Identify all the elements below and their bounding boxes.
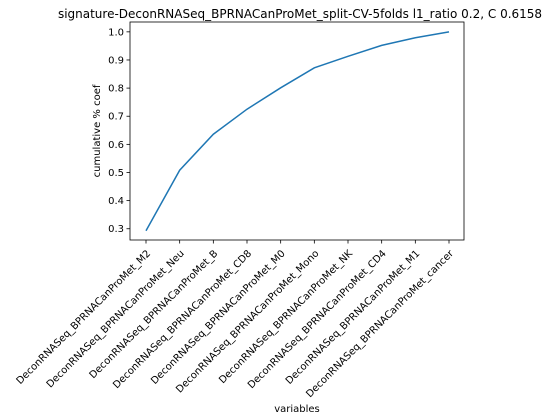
y-axis-label: cumulative % coef bbox=[92, 84, 103, 177]
plot-frame bbox=[130, 22, 464, 240]
y-tick-label: 0.9 bbox=[108, 55, 124, 66]
y-axis: 0.3 0.4 0.5 0.6 0.7 0.8 0.9 1.0 bbox=[108, 27, 130, 235]
y-tick-label: 0.4 bbox=[108, 196, 124, 207]
series-line bbox=[146, 32, 449, 231]
y-tick-label: 0.3 bbox=[108, 224, 124, 235]
y-tick-label: 0.8 bbox=[108, 84, 124, 95]
y-tick-label: 0.7 bbox=[108, 112, 124, 123]
y-tick-label: 0.6 bbox=[108, 140, 124, 151]
x-axis: DeconRNASeq_BPRNACanProMet_M2DeconRNASeq… bbox=[15, 240, 457, 400]
y-tick-label: 1.0 bbox=[108, 27, 124, 38]
chart-title: signature-DeconRNASeq_BPRNACanProMet_spl… bbox=[58, 7, 542, 21]
y-tick-label: 0.5 bbox=[108, 168, 124, 179]
x-axis-label: variables bbox=[274, 404, 320, 415]
